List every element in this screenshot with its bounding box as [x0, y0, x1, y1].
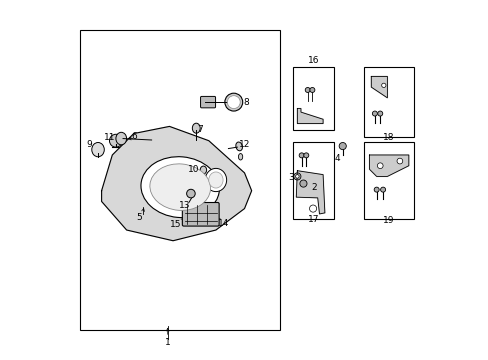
Circle shape [381, 83, 385, 87]
Circle shape [377, 163, 382, 168]
Ellipse shape [200, 166, 206, 174]
Circle shape [377, 111, 382, 116]
Text: 10: 10 [188, 165, 199, 174]
Ellipse shape [192, 123, 200, 133]
Polygon shape [370, 76, 386, 98]
Circle shape [299, 153, 304, 158]
Polygon shape [102, 126, 251, 241]
Text: 4: 4 [334, 154, 340, 163]
Circle shape [373, 187, 378, 192]
Text: 7: 7 [197, 126, 203, 135]
FancyBboxPatch shape [292, 67, 333, 130]
Circle shape [380, 187, 385, 192]
Ellipse shape [238, 154, 242, 160]
Text: 6: 6 [131, 132, 136, 141]
Text: 18: 18 [383, 132, 394, 141]
Text: 12: 12 [238, 140, 250, 149]
FancyBboxPatch shape [292, 143, 333, 219]
FancyBboxPatch shape [364, 143, 413, 219]
Text: 1: 1 [164, 338, 170, 347]
Circle shape [227, 96, 240, 109]
Circle shape [293, 173, 300, 180]
Text: 15: 15 [170, 220, 181, 229]
Circle shape [109, 134, 122, 147]
Circle shape [299, 180, 306, 187]
Polygon shape [296, 171, 324, 214]
Circle shape [303, 153, 308, 158]
Circle shape [372, 111, 377, 116]
Ellipse shape [116, 132, 126, 145]
Text: 9: 9 [86, 140, 92, 149]
Text: 11: 11 [104, 133, 115, 142]
Circle shape [186, 189, 195, 198]
Text: 16: 16 [307, 56, 319, 65]
Circle shape [224, 93, 242, 111]
Ellipse shape [92, 143, 104, 157]
Circle shape [295, 175, 299, 178]
Ellipse shape [150, 164, 210, 211]
FancyBboxPatch shape [364, 67, 413, 137]
Ellipse shape [141, 157, 219, 217]
Polygon shape [297, 109, 323, 123]
FancyBboxPatch shape [182, 203, 219, 226]
Text: 8: 8 [243, 98, 249, 107]
Polygon shape [369, 155, 408, 176]
Text: 17: 17 [307, 215, 319, 224]
Text: 2: 2 [311, 183, 316, 192]
Ellipse shape [235, 142, 242, 151]
FancyBboxPatch shape [80, 30, 280, 330]
Text: 13: 13 [179, 201, 190, 210]
Text: 3: 3 [287, 173, 293, 182]
Circle shape [309, 205, 316, 212]
Text: 14: 14 [218, 219, 229, 228]
Circle shape [339, 143, 346, 150]
Circle shape [396, 158, 402, 164]
Circle shape [309, 87, 314, 93]
Text: 19: 19 [383, 216, 394, 225]
Ellipse shape [208, 172, 223, 188]
Text: 5: 5 [136, 213, 142, 222]
Ellipse shape [205, 168, 226, 192]
Circle shape [305, 87, 309, 93]
FancyBboxPatch shape [200, 96, 215, 108]
